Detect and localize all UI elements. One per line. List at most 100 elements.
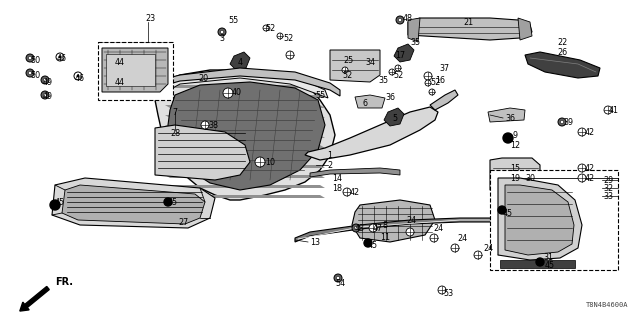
Text: 40: 40 xyxy=(232,87,242,97)
Circle shape xyxy=(59,56,61,59)
Circle shape xyxy=(430,234,438,242)
Circle shape xyxy=(26,69,34,77)
Polygon shape xyxy=(102,48,168,92)
Circle shape xyxy=(578,174,586,182)
Text: 26: 26 xyxy=(557,47,567,57)
Text: 50: 50 xyxy=(30,55,40,65)
Circle shape xyxy=(396,16,404,24)
Circle shape xyxy=(44,78,47,82)
Text: 50: 50 xyxy=(30,70,40,79)
Circle shape xyxy=(578,164,586,172)
Polygon shape xyxy=(355,95,385,108)
Circle shape xyxy=(164,198,172,206)
Circle shape xyxy=(277,33,283,39)
Text: 49: 49 xyxy=(43,77,53,86)
Text: 46: 46 xyxy=(57,53,67,62)
Text: 52: 52 xyxy=(430,77,440,86)
Bar xyxy=(98,42,173,100)
Text: 21: 21 xyxy=(463,18,473,27)
Circle shape xyxy=(364,239,372,247)
Text: 45: 45 xyxy=(168,197,178,206)
FancyArrow shape xyxy=(20,286,49,311)
Text: 16: 16 xyxy=(435,76,445,84)
Polygon shape xyxy=(330,50,380,82)
Text: 9: 9 xyxy=(513,131,518,140)
Circle shape xyxy=(56,53,64,61)
Polygon shape xyxy=(165,155,325,158)
Text: 42: 42 xyxy=(585,127,595,137)
Text: 22: 22 xyxy=(557,37,567,46)
Polygon shape xyxy=(518,18,532,40)
Circle shape xyxy=(604,106,612,114)
Circle shape xyxy=(451,244,459,252)
Text: 49: 49 xyxy=(43,92,53,100)
Circle shape xyxy=(424,72,432,80)
Circle shape xyxy=(201,121,209,129)
Circle shape xyxy=(398,19,402,22)
Text: 6: 6 xyxy=(362,99,367,108)
Circle shape xyxy=(26,54,34,62)
Polygon shape xyxy=(490,158,540,192)
Text: 42: 42 xyxy=(585,164,595,172)
Polygon shape xyxy=(525,52,600,78)
Text: 52: 52 xyxy=(283,34,293,43)
Text: 34: 34 xyxy=(365,58,375,67)
Polygon shape xyxy=(165,125,325,128)
Circle shape xyxy=(503,133,513,143)
Text: 55: 55 xyxy=(315,91,325,100)
Circle shape xyxy=(389,69,395,75)
Text: 36: 36 xyxy=(385,92,395,101)
Text: 52: 52 xyxy=(342,70,352,79)
Text: 39: 39 xyxy=(563,117,573,126)
Polygon shape xyxy=(384,108,404,126)
Text: 14: 14 xyxy=(332,173,342,182)
Polygon shape xyxy=(155,125,250,180)
Circle shape xyxy=(263,25,269,31)
Text: 29: 29 xyxy=(603,175,613,185)
Circle shape xyxy=(44,93,47,97)
Text: 38: 38 xyxy=(208,121,218,130)
Text: 33: 33 xyxy=(603,191,613,201)
Text: 44: 44 xyxy=(115,77,125,86)
Circle shape xyxy=(561,120,564,124)
Circle shape xyxy=(28,71,31,75)
Text: 54: 54 xyxy=(335,278,345,287)
Text: 52: 52 xyxy=(265,23,275,33)
Text: 41: 41 xyxy=(609,106,619,115)
Text: 37: 37 xyxy=(439,63,449,73)
Circle shape xyxy=(41,76,49,84)
Circle shape xyxy=(355,227,358,230)
Polygon shape xyxy=(165,195,325,198)
Text: 24: 24 xyxy=(483,244,493,252)
Text: 27: 27 xyxy=(178,218,188,227)
Circle shape xyxy=(50,200,60,210)
Polygon shape xyxy=(155,68,340,96)
Circle shape xyxy=(578,128,586,136)
Circle shape xyxy=(74,72,82,80)
Circle shape xyxy=(425,80,431,86)
Polygon shape xyxy=(352,200,435,242)
Text: 45: 45 xyxy=(368,241,378,250)
Text: 55: 55 xyxy=(228,15,238,25)
Circle shape xyxy=(77,75,79,77)
Text: 18: 18 xyxy=(332,183,342,193)
Text: T8N4B4600A: T8N4B4600A xyxy=(586,302,628,308)
Circle shape xyxy=(334,274,342,282)
Circle shape xyxy=(218,28,226,36)
Polygon shape xyxy=(62,185,205,224)
Text: 30: 30 xyxy=(525,173,535,182)
Text: 42: 42 xyxy=(350,188,360,196)
Text: 45: 45 xyxy=(545,260,555,269)
Polygon shape xyxy=(52,178,215,228)
Polygon shape xyxy=(165,175,325,178)
Text: 47: 47 xyxy=(373,223,383,233)
Text: 20: 20 xyxy=(198,74,208,83)
Text: 25: 25 xyxy=(343,55,353,65)
Text: 17: 17 xyxy=(395,51,405,60)
Circle shape xyxy=(369,224,377,232)
Polygon shape xyxy=(500,260,575,268)
Circle shape xyxy=(438,286,446,294)
Bar xyxy=(490,170,618,270)
Polygon shape xyxy=(505,185,574,255)
Polygon shape xyxy=(408,18,532,40)
